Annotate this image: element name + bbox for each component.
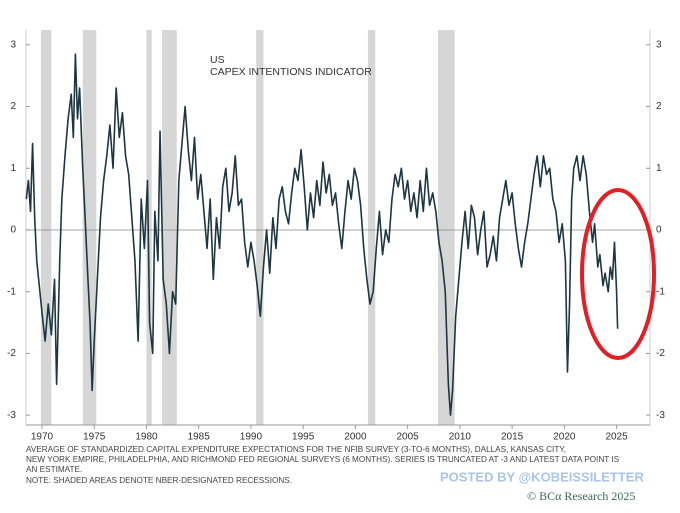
x-tick-label: 1980 (135, 432, 158, 443)
y-tick-label: 0 (10, 225, 16, 236)
x-tick-label: 1985 (188, 432, 211, 443)
note: NOTE: SHADED AREAS DENOTE NBER-DESIGNATE… (26, 476, 292, 485)
watermark: POSTED BY @KOBEISSILETTER (440, 469, 644, 484)
note: NEW YORK EMPIRE, PHILADELPHIA, AND RICHM… (26, 455, 620, 464)
x-tick-label: 2015 (501, 432, 524, 443)
recession-band (146, 30, 152, 425)
y-tick-label-right: 0 (656, 225, 662, 236)
y-tick-label: -3 (7, 410, 16, 421)
y-tick-label: 2 (10, 101, 16, 112)
y-tick-label-right: -1 (656, 286, 665, 297)
x-tick-label: 1970 (31, 432, 54, 443)
chart-subtitle: CAPEX INTENTIONS INDICATOR (210, 66, 372, 78)
recession-band (162, 30, 177, 425)
note: AVERAGE OF STANDARDIZED CAPITAL EXPENDIT… (26, 445, 566, 454)
x-tick-label: 2010 (449, 432, 472, 443)
recession-band (40, 30, 52, 425)
chart-title: US (210, 54, 225, 66)
x-tick-label: 2005 (397, 432, 420, 443)
y-tick-label-right: 3 (656, 39, 662, 50)
x-tick-label: 2000 (344, 432, 367, 443)
y-tick-label: 1 (10, 163, 16, 174)
x-tick-label: 1995 (292, 432, 315, 443)
y-tick-label-right: -2 (656, 348, 665, 359)
y-tick-label-right: 2 (656, 101, 662, 112)
recession-band (367, 30, 376, 425)
y-tick-label: 3 (10, 39, 16, 50)
recession-band (437, 30, 455, 425)
note: AN ESTIMATE. (26, 465, 82, 474)
highlight-circle (580, 188, 656, 360)
x-tick-label: 2020 (553, 432, 576, 443)
x-tick-label: 1975 (83, 432, 106, 443)
y-tick-label: -2 (7, 348, 16, 359)
recession-band (82, 30, 97, 425)
x-tick-label: 2025 (605, 432, 628, 443)
y-tick-label-right: -3 (656, 410, 665, 421)
y-tick-label: -1 (7, 286, 16, 297)
data-line (25, 53, 619, 416)
y-tick-label-right: 1 (656, 163, 662, 174)
plot-area: -3 -3 -2 -2 -1 -1 0 0 1 1 2 2 3 3 1970 1975 1980 1985 1990… (7, 30, 665, 443)
x-tick-label: 1990 (240, 432, 263, 443)
recession-band (256, 30, 264, 425)
source: © BCα Research 2025 (527, 489, 635, 503)
